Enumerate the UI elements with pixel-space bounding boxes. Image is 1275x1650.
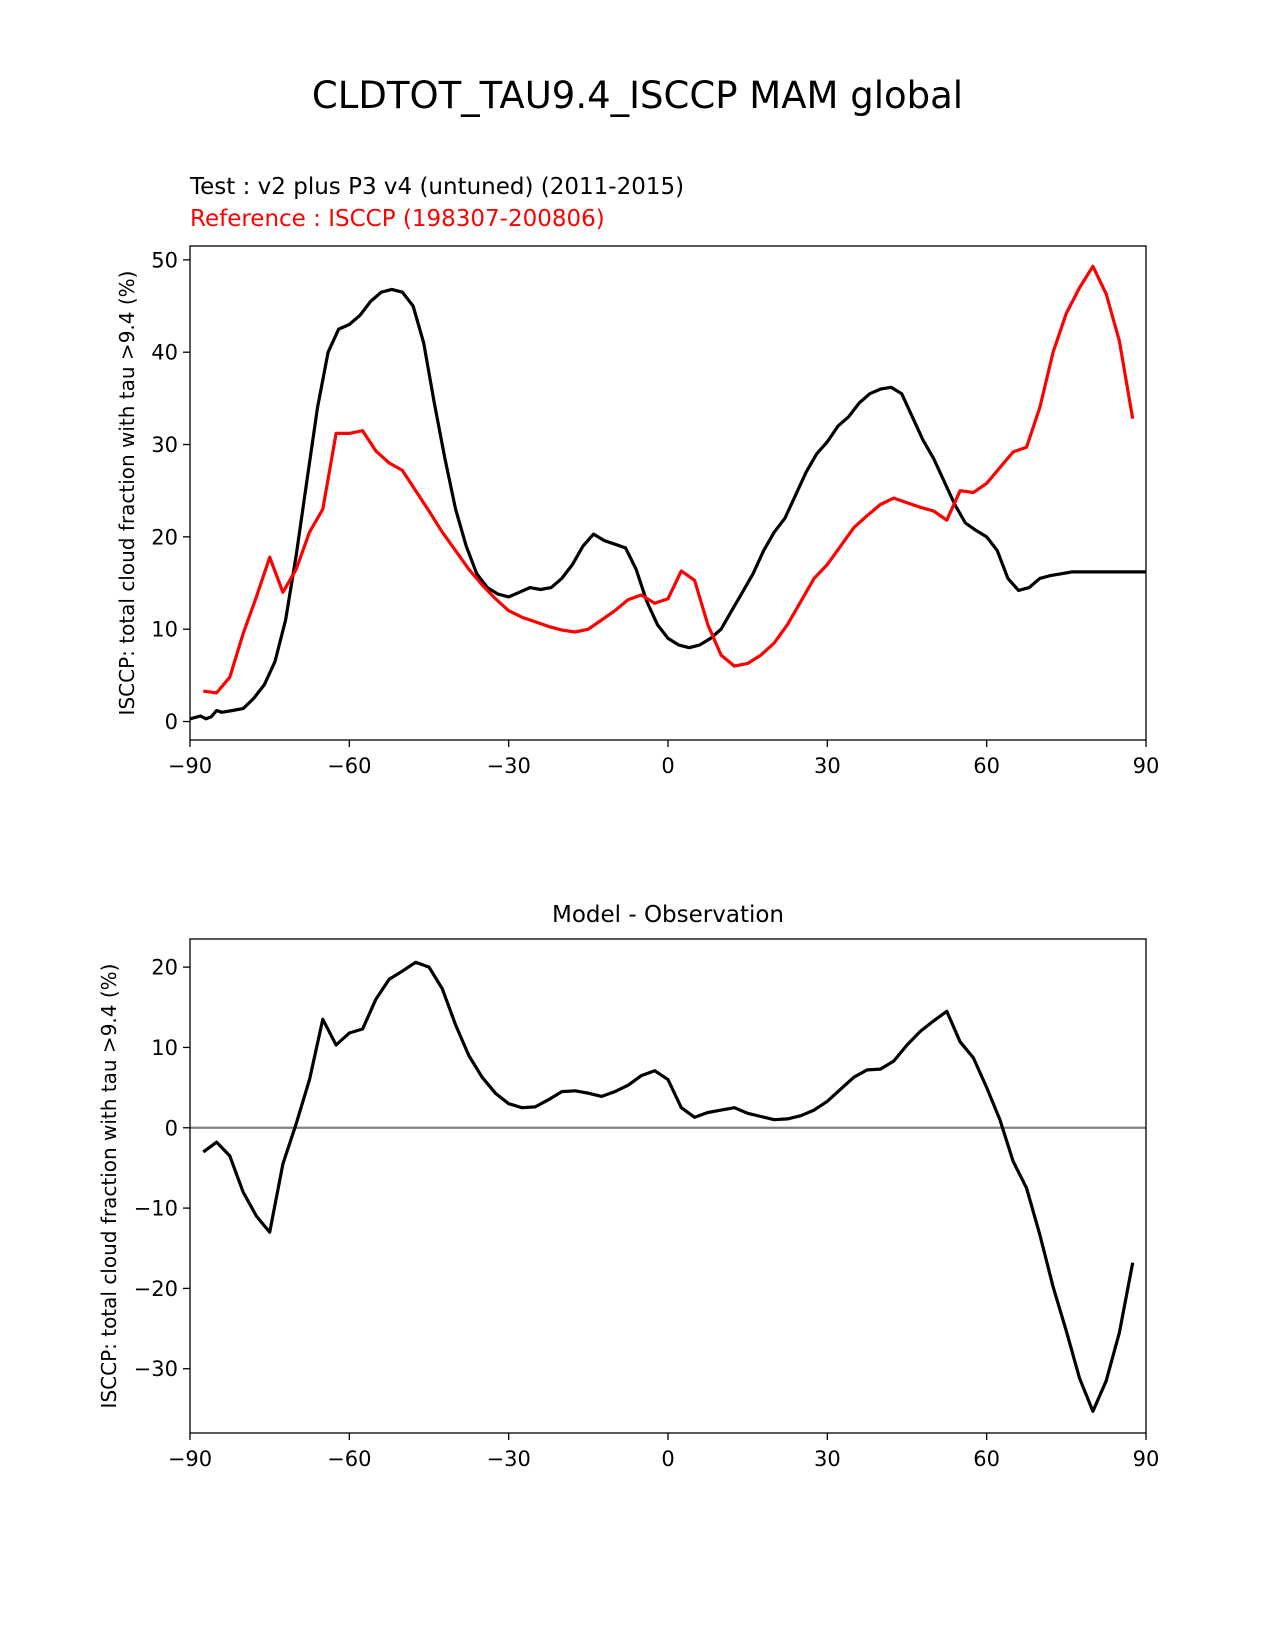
top-x-tick-label: 60	[973, 754, 1000, 778]
bottom-x-tick-label: 0	[661, 1447, 674, 1471]
top-x-tick-label: −30	[487, 754, 531, 778]
bottom-y-tick-label: 0	[165, 1116, 178, 1140]
bottom-x-tick-label: −60	[327, 1447, 371, 1471]
top-x-tick-label: 30	[814, 754, 841, 778]
top-y-tick-label: 30	[151, 433, 178, 457]
top-y-tick-label: 50	[151, 248, 178, 272]
top-y-axis-label: ISCCP: total cloud fraction with tau >9.…	[115, 271, 139, 716]
bottom-y-tick-label: 20	[151, 956, 178, 980]
top-x-tick-label: 0	[661, 754, 674, 778]
top-y-tick-label: 20	[151, 525, 178, 549]
reference-label: Reference : ISCCP (198307-200806)	[190, 206, 605, 232]
bottom-y-tick-label: 10	[151, 1036, 178, 1060]
difference-plot-title: Model - Observation	[551, 902, 785, 928]
bottom-x-tick-label: −30	[487, 1447, 531, 1471]
bottom-x-tick-label: −90	[168, 1447, 212, 1471]
top-y-tick-label: 40	[151, 341, 178, 365]
top-x-tick-label: −60	[327, 754, 371, 778]
top-y-tick-label: 10	[151, 618, 178, 642]
top-axes-frame	[189, 245, 1147, 741]
test-label: Test : v2 plus P3 v4 (untuned) (2011-201…	[190, 174, 685, 200]
bottom-x-tick-label: 30	[814, 1447, 841, 1471]
top-x-tick-label: −90	[168, 754, 212, 778]
bottom-series-line-0	[202, 960, 1135, 1413]
top-series-line-1	[203, 264, 1135, 695]
figure-title: CLDTOT_TAU9.4_ISCCP MAM global	[311, 74, 964, 117]
bottom-axes-frame	[189, 938, 1147, 1434]
top-y-tick-label: 0	[165, 710, 178, 734]
top-series-line-0	[189, 287, 1146, 721]
bottom-y-axis-label: ISCCP: total cloud fraction with tau >9.…	[97, 964, 121, 1409]
bottom-x-tick-label: 60	[973, 1447, 1000, 1471]
top-x-tick-label: 90	[1133, 754, 1160, 778]
bottom-y-tick-label: −20	[134, 1277, 178, 1301]
bottom-y-tick-label: −30	[134, 1357, 178, 1381]
bottom-x-tick-label: 90	[1133, 1447, 1160, 1471]
bottom-y-tick-label: −10	[134, 1197, 178, 1221]
